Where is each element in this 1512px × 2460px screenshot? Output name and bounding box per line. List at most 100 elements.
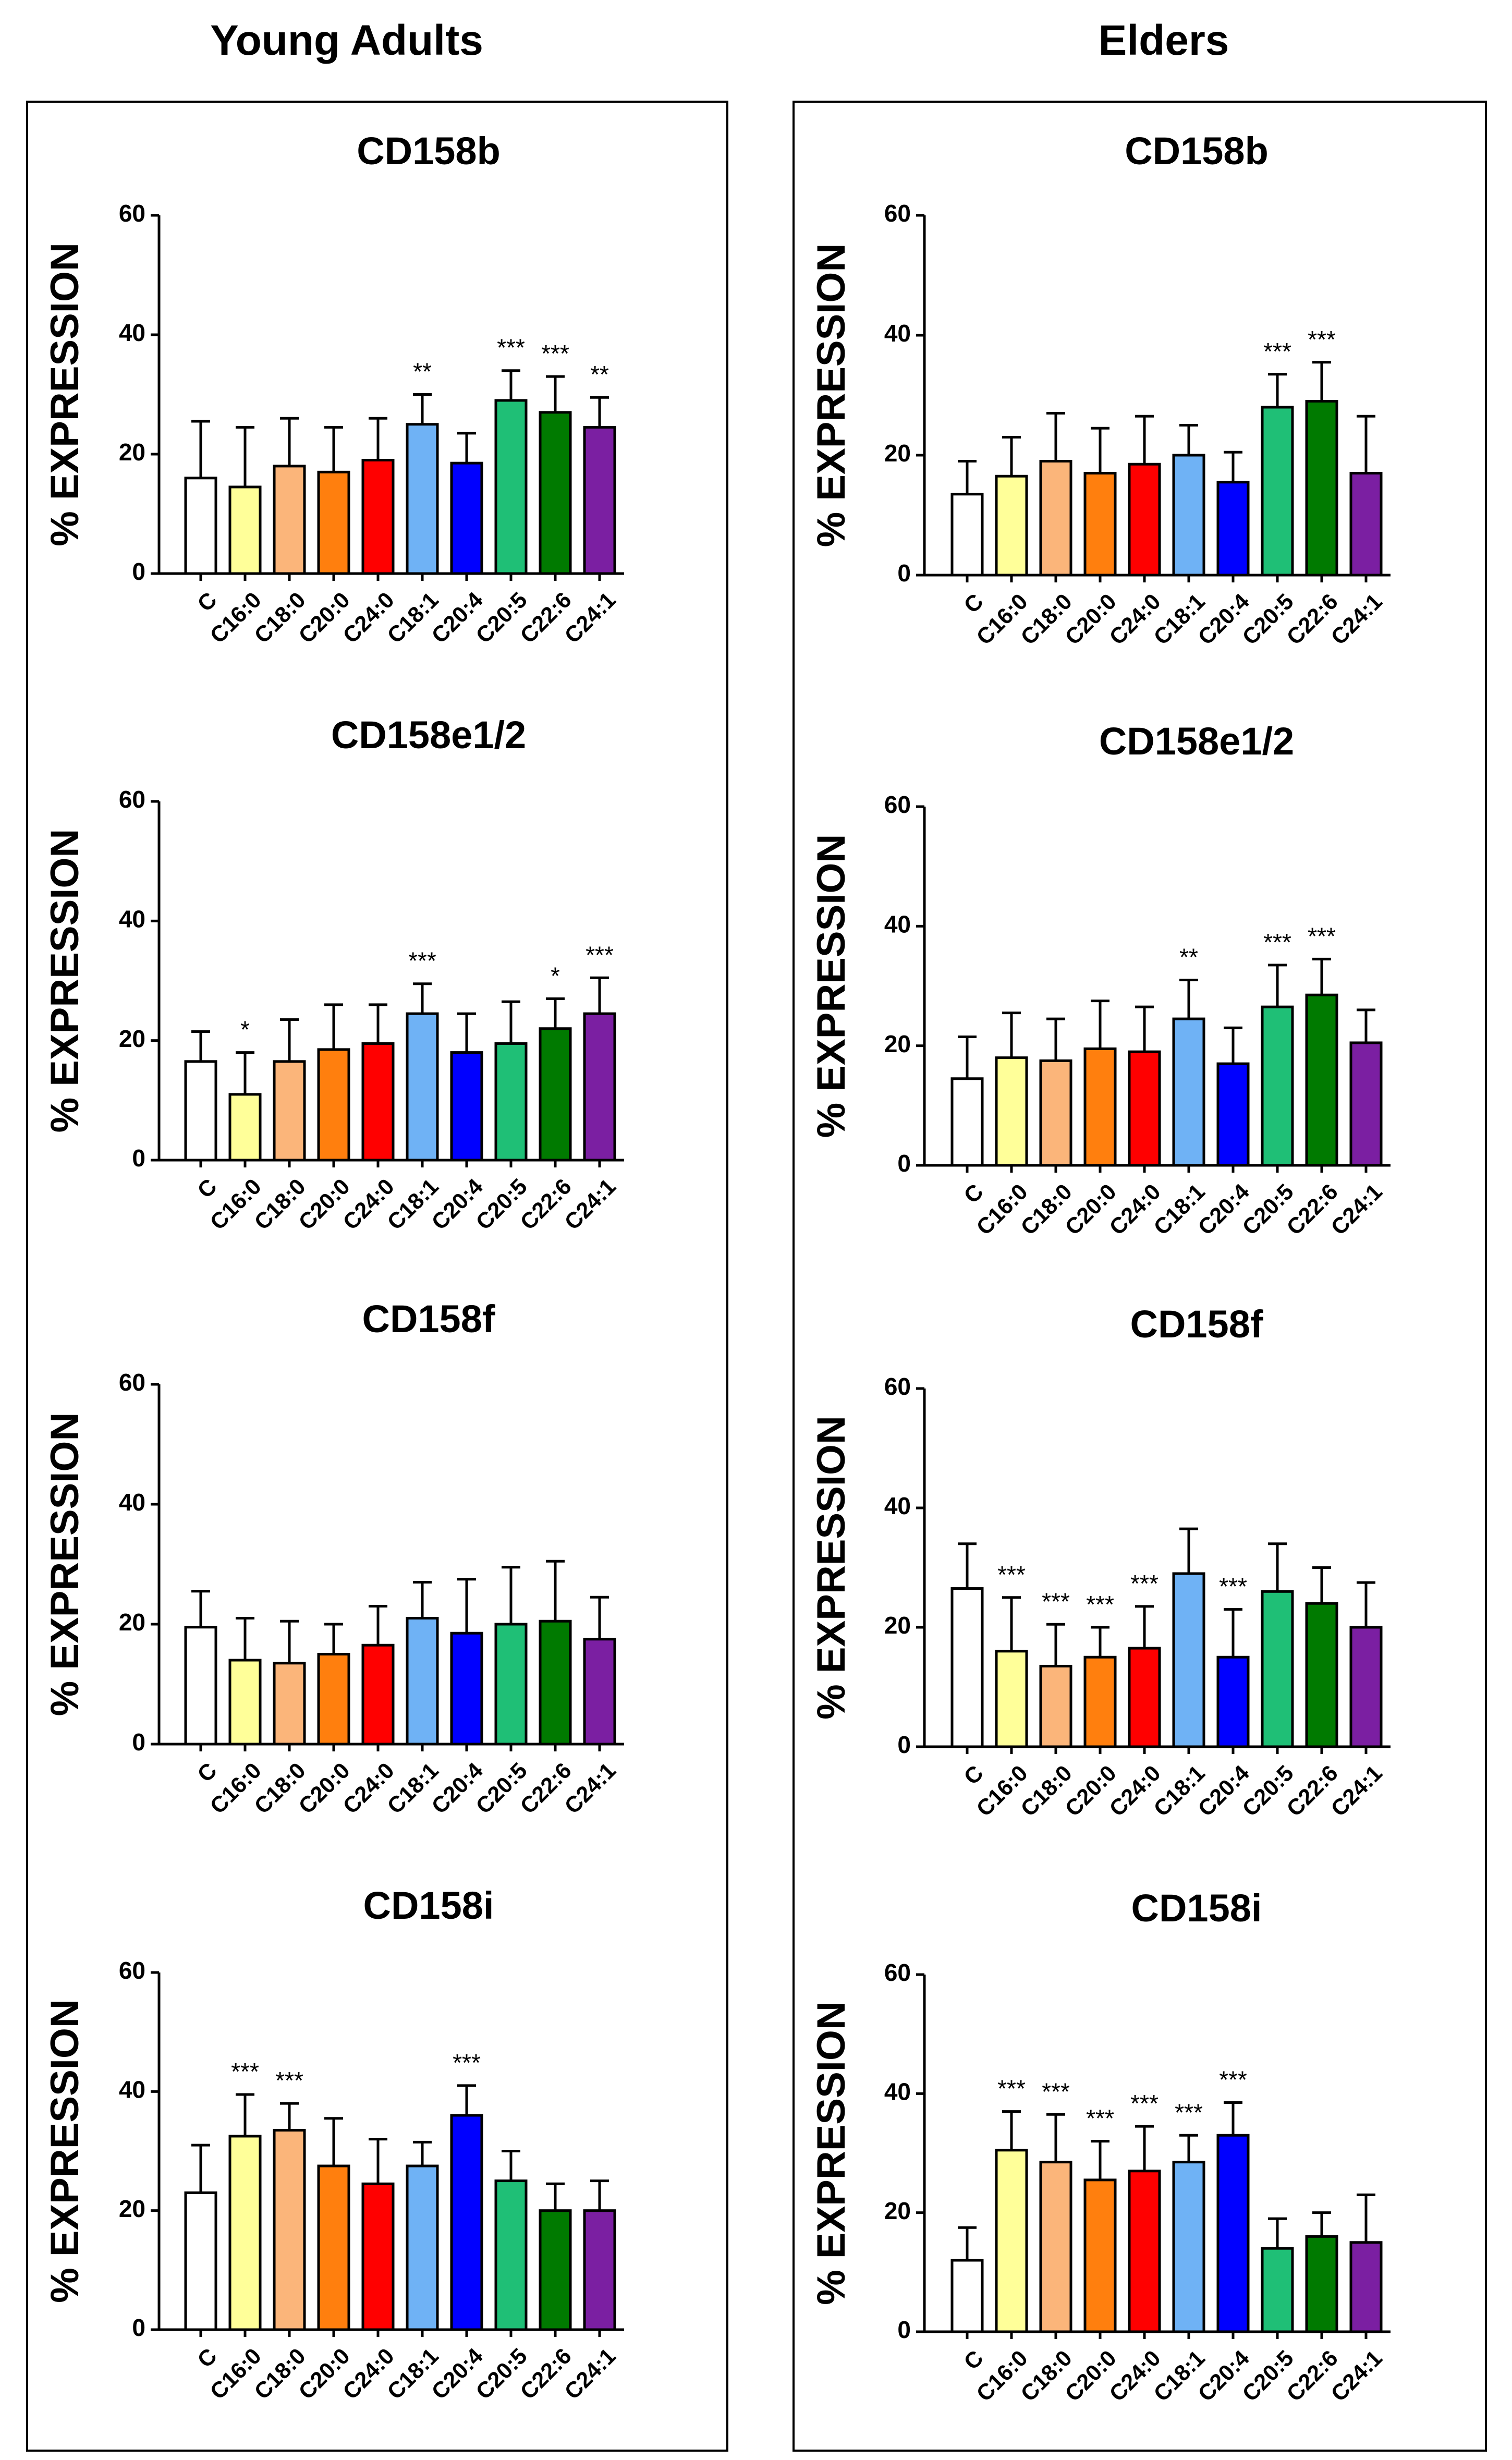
y-tick-label: 40 (884, 320, 911, 347)
x-tick-label: C20:5 (471, 588, 532, 649)
bar-c16-0 (228, 1093, 262, 1162)
x-tick-label: C18:1 (1149, 589, 1210, 650)
significance-marker: *** (497, 334, 525, 361)
x-tick-label: C (193, 1758, 222, 1787)
bar-c22-6 (539, 411, 572, 575)
chart-title: CD158e1/2 (331, 713, 526, 757)
x-tick-label: C18:1 (383, 1758, 444, 1819)
bar-c18-1 (1172, 2161, 1205, 2333)
significance-marker: *** (408, 947, 436, 975)
chart-title: CD158i (363, 1884, 494, 1927)
y-axis-label: % EXPRESSION (43, 1412, 87, 1716)
bar-c20-5 (1261, 406, 1294, 577)
x-tick-label: C18:0 (250, 2344, 311, 2405)
y-tick-label: 20 (119, 1025, 145, 1052)
x-tick-label: C18:1 (1149, 2346, 1210, 2407)
y-tick-label: 40 (119, 2076, 145, 2103)
significance-marker: *** (1263, 338, 1291, 365)
bar-c24-0 (361, 2182, 395, 2331)
y-tick-label: 60 (119, 200, 145, 227)
x-tick-label: C18:0 (250, 1174, 311, 1235)
y-axis-label: % EXPRESSION (809, 1416, 853, 1720)
bar-c20-5 (1261, 1005, 1294, 1167)
significance-marker: *** (586, 941, 614, 968)
significance-marker: *** (1130, 1570, 1159, 1597)
bar-c24-1 (583, 1012, 616, 1162)
bar-c24-0 (361, 1643, 395, 1746)
significance-marker: *** (541, 340, 569, 367)
significance-marker: *** (1219, 1573, 1247, 1600)
bar-c22-6 (1305, 2235, 1338, 2333)
significance-marker: *** (1308, 922, 1336, 949)
significance-marker: *** (1086, 1591, 1114, 1618)
x-tick-label: C20:0 (294, 588, 355, 649)
chart-title: CD158i (1131, 1886, 1262, 1930)
bar-c20-4 (450, 2114, 483, 2331)
x-tick-label: C16:0 (205, 1758, 266, 1819)
bar-c18-0 (1039, 1059, 1072, 1167)
bar-c20-5 (1261, 1590, 1294, 1748)
x-tick-label: C18:1 (1149, 1761, 1210, 1822)
bar-c24-1 (1349, 472, 1383, 577)
chart-title: CD158f (1130, 1302, 1263, 1346)
bar-c22-6 (1305, 400, 1338, 577)
x-tick-label: C (959, 2346, 989, 2375)
chart-title: CD158f (362, 1297, 495, 1341)
x-tick-label: C20:5 (1238, 1179, 1299, 1240)
bar-c24-1 (1349, 2241, 1383, 2333)
significance-marker: *** (1086, 2105, 1114, 2132)
x-tick-label: C20:4 (1193, 1761, 1254, 1822)
x-tick-label: C20:0 (1060, 589, 1121, 650)
x-tick-label: C22:6 (1282, 589, 1343, 650)
charts-group: CD158b% EXPRESSION0204060CC16:0C18:0C20:… (43, 129, 1391, 2406)
x-tick-label: C24:1 (560, 1758, 621, 1819)
x-tick-label: C20:4 (1193, 1179, 1254, 1240)
bar-c18-1 (406, 1617, 439, 1746)
x-tick-label: C24:1 (560, 588, 621, 649)
bar-c (184, 1626, 217, 1746)
x-tick-label: C22:6 (1282, 1179, 1343, 1240)
y-tick-label: 20 (884, 2197, 911, 2224)
x-tick-label: C (959, 1179, 989, 1209)
chart-title: CD158b (357, 129, 501, 173)
x-tick-label: C24:0 (338, 2344, 399, 2405)
bar-c16-0 (228, 1659, 262, 1746)
x-tick-label: C20:4 (427, 1174, 488, 1235)
y-tick-label: 60 (119, 1957, 145, 1984)
bar-c24-0 (1128, 1050, 1161, 1167)
bar-c22-6 (539, 1619, 572, 1746)
bar-c24-0 (361, 1042, 395, 1162)
significance-marker: ** (590, 361, 609, 388)
x-tick-label: C20:0 (1060, 1179, 1121, 1240)
y-tick-label: 40 (884, 2078, 911, 2105)
bar-c20-4 (450, 1051, 483, 1162)
bar-c (184, 1060, 217, 1162)
y-tick-label: 0 (897, 1150, 911, 1177)
chart-title: CD158b (1125, 129, 1269, 173)
bar-c22-6 (1305, 1602, 1338, 1748)
bar-c18-0 (273, 465, 306, 575)
x-tick-label: C20:5 (471, 2344, 532, 2405)
y-tick-label: 60 (884, 1959, 911, 1986)
y-tick-label: 40 (884, 1492, 911, 1519)
x-tick-label: C16:0 (205, 588, 266, 649)
bar-c20-5 (494, 1623, 528, 1746)
bar-c20-0 (317, 1048, 350, 1162)
y-tick-label: 0 (897, 1731, 911, 1758)
bar-c24-0 (1128, 2170, 1161, 2333)
bar-c16-0 (228, 485, 262, 575)
chart-young-cd158f: CD158f% EXPRESSION0204060CC16:0C18:0C20:… (43, 1297, 624, 1819)
bar-c20-4 (1216, 1655, 1250, 1748)
bar-c20-5 (1261, 2247, 1294, 2333)
bar-c16-0 (228, 2135, 262, 2331)
x-tick-label: C22:6 (516, 1758, 577, 1819)
x-tick-label: C24:0 (1105, 2346, 1166, 2407)
bar-c16-0 (995, 474, 1028, 577)
bar-c20-0 (317, 1653, 350, 1746)
x-tick-label: C16:0 (972, 1179, 1033, 1240)
x-tick-label: C18:0 (1016, 2346, 1077, 2407)
